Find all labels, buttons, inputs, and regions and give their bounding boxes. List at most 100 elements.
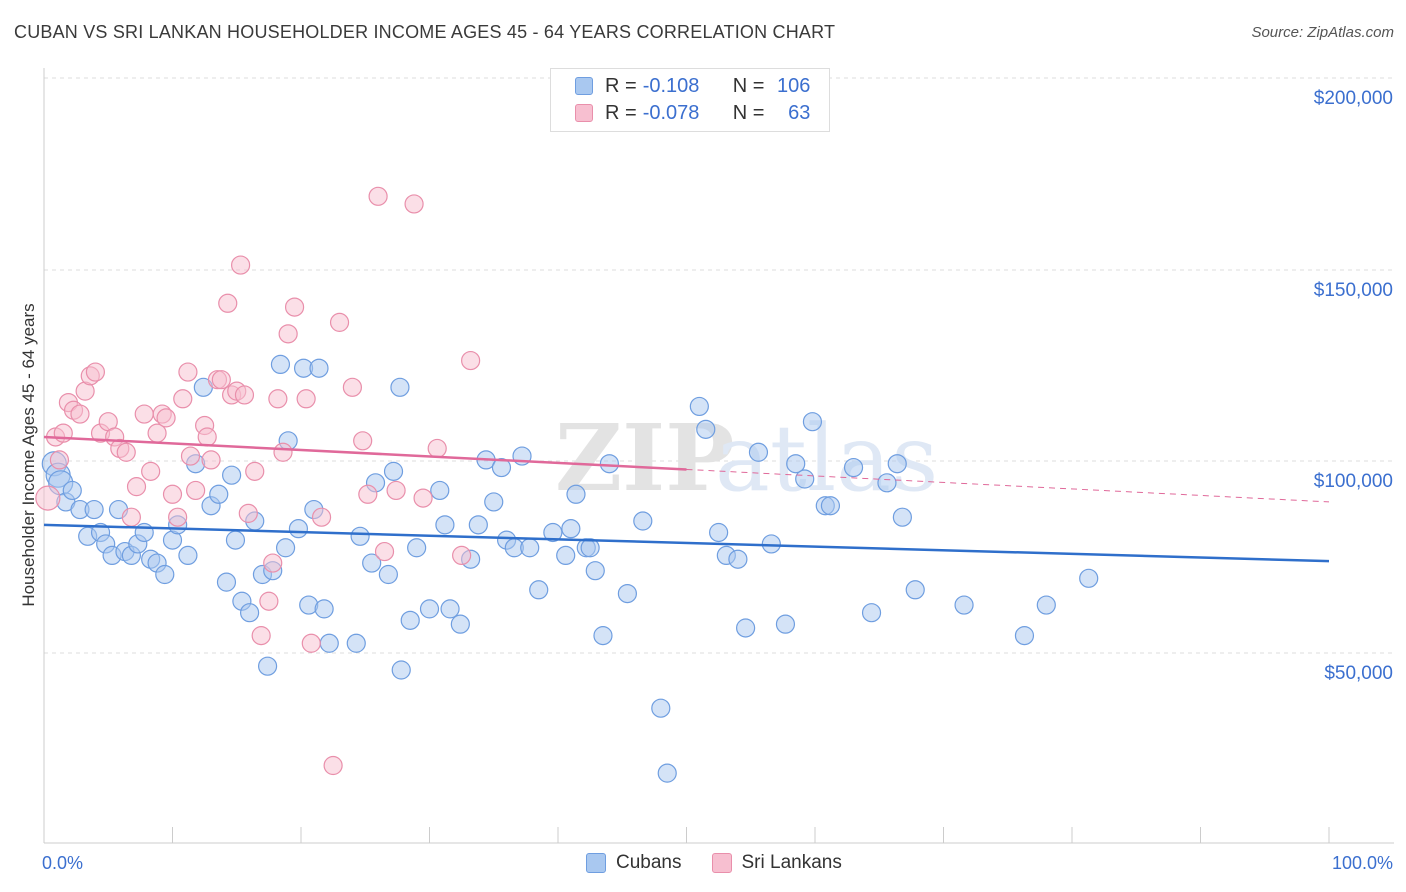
legend-label-cubans: Cubans xyxy=(616,852,682,873)
trend-line-srilankans xyxy=(43,435,687,471)
point-cubans xyxy=(633,511,653,531)
point-cubans xyxy=(775,614,796,634)
point-srilankans xyxy=(311,507,332,527)
point-cubans xyxy=(1014,626,1035,646)
point-srilankans xyxy=(386,480,406,501)
point-cubans xyxy=(468,515,488,535)
point-cubans xyxy=(651,698,671,718)
point-cubans xyxy=(599,454,620,474)
point-srilankans xyxy=(238,503,258,523)
legend-label-srilankans: Sri Lankans xyxy=(741,852,842,873)
point-cubans xyxy=(62,480,82,501)
point-srilankans xyxy=(35,485,61,511)
point-cubans xyxy=(288,519,309,539)
point-cubans xyxy=(529,580,549,600)
point-srilankans xyxy=(141,461,161,481)
point-srilankans xyxy=(162,484,183,504)
point-cubans xyxy=(222,465,242,485)
trend-line-cubans xyxy=(43,523,1330,563)
point-srilankans xyxy=(156,408,176,428)
point-srilankans xyxy=(268,389,288,409)
point-srilankans xyxy=(413,488,433,508)
point-cubans xyxy=(1036,595,1056,615)
legend-n-value: 63 xyxy=(788,101,811,124)
trend-line-srilankans-extension xyxy=(686,468,1330,503)
point-srilankans xyxy=(178,362,198,382)
point-cubans xyxy=(877,473,897,493)
point-cubans xyxy=(795,469,815,489)
legend-r-label: R = xyxy=(605,101,637,124)
point-cubans xyxy=(270,354,291,374)
y-tick-label: $50,000 xyxy=(1324,663,1393,684)
data-points xyxy=(35,186,1099,783)
point-cubans xyxy=(275,538,296,558)
legend-n-label: N = xyxy=(732,101,765,124)
y-tick-label: $100,000 xyxy=(1314,471,1393,492)
legend-swatch-srilankans xyxy=(711,853,732,873)
source-label: Source: ZipAtlas.com xyxy=(1251,24,1394,41)
point-cubans xyxy=(709,522,729,543)
point-cubans xyxy=(892,507,912,527)
point-cubans xyxy=(440,599,460,619)
point-srilankans xyxy=(211,370,231,390)
point-cubans xyxy=(407,538,427,558)
point-srilankans xyxy=(201,450,221,470)
point-srilankans xyxy=(134,404,154,424)
point-srilankans xyxy=(323,755,343,776)
axes xyxy=(43,68,1394,844)
point-cubans xyxy=(419,599,440,619)
legend-n-value: 106 xyxy=(777,74,811,97)
point-srilankans xyxy=(173,389,193,409)
point-srilankans xyxy=(329,312,350,332)
point-srilankans xyxy=(284,297,305,317)
point-cubans xyxy=(657,763,677,783)
point-cubans xyxy=(435,515,455,535)
point-srilankans xyxy=(273,442,293,462)
point-srilankans xyxy=(358,484,378,504)
point-cubans xyxy=(696,419,716,439)
point-cubans xyxy=(155,564,175,585)
legend-n-label: N = xyxy=(732,74,765,97)
point-srilankans xyxy=(126,477,147,497)
point-cubans xyxy=(748,442,769,462)
point-cubans xyxy=(580,538,600,558)
point-cubans xyxy=(391,660,411,680)
point-cubans xyxy=(430,480,450,501)
point-cubans xyxy=(225,530,246,550)
point-cubans xyxy=(1079,568,1099,588)
point-cubans xyxy=(736,618,756,638)
point-cubans xyxy=(378,564,398,585)
point-cubans xyxy=(314,599,334,619)
legend-item-srilankans[interactable]: Sri Lankans xyxy=(711,852,842,874)
point-cubans xyxy=(309,358,329,378)
point-srilankans xyxy=(452,545,472,566)
chart-title: CUBAN VS SRI LANKAN HOUSEHOLDER INCOME A… xyxy=(14,22,836,42)
point-cubans xyxy=(383,461,404,481)
point-cubans xyxy=(843,457,864,478)
point-cubans xyxy=(617,583,637,604)
legend-item-cubans[interactable]: Cubans xyxy=(586,852,682,874)
stats-legend: R = -0.108 N = 106 R = -0.078 N = 63 xyxy=(550,68,830,132)
point-cubans xyxy=(593,626,613,646)
point-cubans xyxy=(84,499,104,520)
point-srilankans xyxy=(186,480,206,501)
point-cubans xyxy=(954,595,974,615)
legend-row-cubans: R = -0.108 N = 106 xyxy=(575,73,816,99)
legend-row-srilankans: R = -0.078 N = 63 xyxy=(575,100,816,126)
x-tick-label: 100.0% xyxy=(1332,853,1393,873)
point-srilankans xyxy=(296,389,316,409)
point-cubans xyxy=(728,549,748,569)
point-srilankans xyxy=(168,507,188,527)
point-cubans xyxy=(484,492,504,512)
point-cubans xyxy=(543,522,563,543)
point-cubans xyxy=(556,545,576,566)
point-srilankans xyxy=(353,431,373,451)
series-legend: Cubans Sri Lankans xyxy=(586,852,872,874)
legend-r-label: R = xyxy=(605,74,637,97)
point-srilankans xyxy=(234,385,255,405)
point-cubans xyxy=(887,454,907,474)
legend-swatch-cubans xyxy=(586,853,606,873)
point-cubans xyxy=(362,553,382,573)
point-cubans xyxy=(240,603,260,623)
